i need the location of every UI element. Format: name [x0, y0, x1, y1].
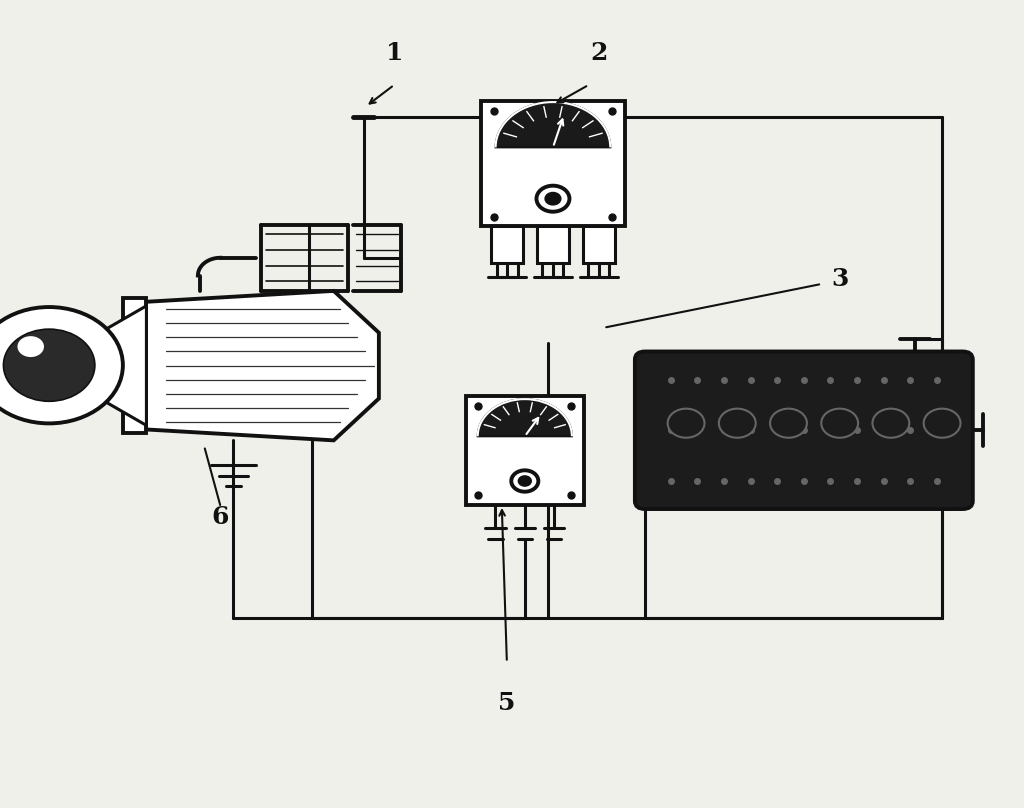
Polygon shape: [128, 291, 379, 440]
Circle shape: [719, 409, 756, 438]
Circle shape: [770, 409, 807, 438]
FancyBboxPatch shape: [635, 351, 973, 509]
Circle shape: [518, 476, 531, 486]
Text: 2: 2: [591, 40, 607, 65]
Polygon shape: [123, 298, 146, 433]
Circle shape: [545, 192, 561, 205]
Text: 5: 5: [499, 691, 515, 715]
Text: 1: 1: [386, 40, 402, 65]
Bar: [481, 101, 625, 226]
Bar: [538, 226, 568, 263]
Circle shape: [668, 409, 705, 438]
Circle shape: [17, 336, 44, 357]
Polygon shape: [8, 333, 109, 398]
Wedge shape: [496, 102, 610, 147]
Circle shape: [511, 470, 539, 492]
Text: 6: 6: [212, 505, 228, 529]
Text: 3: 3: [831, 267, 848, 291]
Circle shape: [924, 409, 961, 438]
Bar: [466, 396, 584, 505]
Text: 4: 4: [847, 400, 863, 424]
Circle shape: [821, 409, 858, 438]
Circle shape: [3, 329, 95, 402]
Polygon shape: [108, 305, 146, 425]
Bar: [492, 226, 523, 263]
Wedge shape: [478, 399, 572, 436]
Circle shape: [0, 307, 123, 423]
Circle shape: [872, 409, 909, 438]
Circle shape: [537, 186, 569, 212]
Bar: [583, 226, 614, 263]
